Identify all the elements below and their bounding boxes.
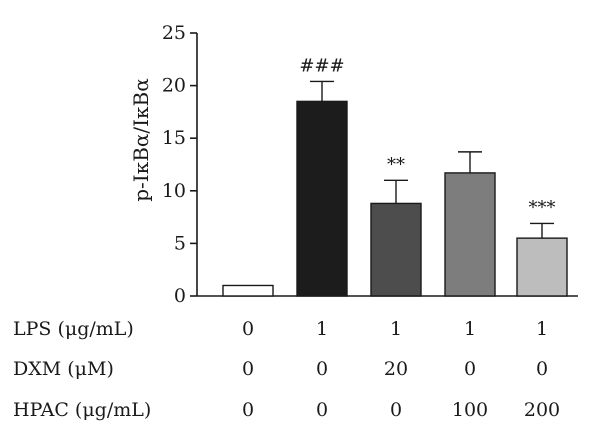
y-tick-label: 0 — [174, 285, 186, 307]
error-bars — [310, 80, 554, 239]
y-tick-label: 20 — [162, 75, 186, 97]
y-tick-label: 15 — [162, 127, 186, 149]
condition-value: 1 — [464, 318, 476, 340]
condition-value: 0 — [316, 399, 328, 421]
condition-value: 0 — [464, 358, 476, 380]
bar — [370, 202, 422, 297]
condition-value: 0 — [390, 399, 402, 421]
condition-value: 0 — [242, 358, 254, 380]
y-tick-label: 25 — [162, 22, 186, 44]
significance-label: *** — [529, 197, 556, 218]
condition-value: 0 — [242, 318, 254, 340]
condition-value: 1 — [536, 318, 548, 340]
bar — [296, 100, 348, 297]
condition-value: 20 — [384, 358, 408, 380]
significance-label: ** — [387, 154, 405, 175]
y-tick-label: 5 — [174, 232, 186, 254]
bar — [222, 284, 274, 297]
condition-value: 0 — [242, 399, 254, 421]
y-tick-label: 10 — [162, 180, 186, 202]
condition-row-label: LPS (μg/mL) — [13, 318, 134, 340]
condition-value: 1 — [316, 318, 328, 340]
condition-value: 0 — [536, 358, 548, 380]
condition-value: 200 — [524, 399, 560, 421]
significance-annotations: ###***** — [299, 55, 555, 218]
condition-row-label: DXM (μM) — [13, 358, 114, 380]
axes: 0 5 10 15 20 25 — [162, 22, 578, 307]
bar — [516, 237, 568, 297]
condition-row-label: HPAC (μg/mL) — [13, 399, 151, 421]
condition-value: 1 — [390, 318, 402, 340]
condition-value: 0 — [316, 358, 328, 380]
y-axis-label: p-IκBα/IκBα — [129, 78, 153, 202]
condition-value: 100 — [452, 399, 488, 421]
bars — [222, 100, 568, 297]
significance-label: ### — [299, 55, 344, 76]
bar — [444, 172, 496, 297]
